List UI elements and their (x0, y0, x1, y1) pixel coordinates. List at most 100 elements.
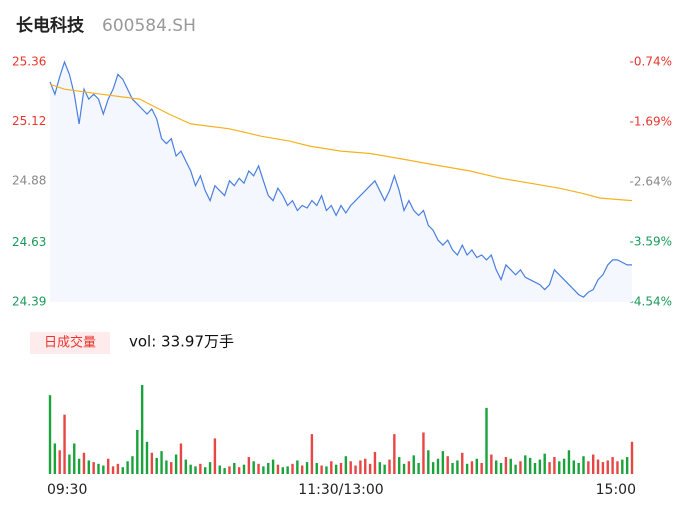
volume-bar (572, 460, 575, 474)
volume-bar (344, 456, 348, 474)
volume-bar (427, 450, 430, 474)
volume-bar (111, 466, 115, 474)
volume-bar (315, 462, 318, 474)
volume-bar (592, 454, 595, 474)
volume-bar (465, 463, 469, 474)
volume-bar (58, 450, 61, 474)
volume-bar (577, 462, 580, 474)
volume-bar (271, 459, 275, 474)
volume-bar (325, 466, 328, 474)
volume-bar (630, 441, 634, 474)
volume-bar (73, 443, 76, 474)
y2-tick-label: -3.59% (630, 235, 672, 249)
volume-bar (538, 459, 542, 474)
volume-bar (252, 461, 255, 474)
volume-bar (92, 462, 95, 474)
volume-bar (107, 458, 110, 474)
volume-bar (582, 456, 585, 474)
volume-bar (218, 465, 221, 474)
chart-title: 长电科技 (16, 15, 85, 36)
volume-bar (446, 456, 449, 474)
volume-bar (305, 462, 309, 474)
volume-bar (97, 463, 100, 474)
volume-bar (189, 464, 192, 474)
volume-bar (102, 465, 105, 474)
volume-bar (456, 460, 459, 474)
volume-bar (208, 462, 212, 474)
y2-tick-label: -1.69% (630, 115, 672, 129)
volume-bar (126, 461, 129, 474)
volume-label: 日成交量 (44, 335, 96, 351)
volume-bar (262, 466, 265, 474)
volume-bar (184, 459, 187, 474)
volume-bar (480, 462, 483, 474)
volume-bar (68, 454, 71, 474)
y-tick-label: 25.36 (12, 55, 46, 69)
volume-bar (524, 455, 527, 474)
volume-bar (499, 462, 503, 474)
volume-bar (296, 460, 299, 474)
volume-bar (165, 460, 168, 474)
volume-bar (533, 462, 537, 474)
volume-bar (475, 458, 478, 474)
volume-bar (422, 432, 425, 474)
volume-bar (267, 462, 270, 474)
y-tick-label: 24.39 (12, 295, 46, 309)
volume-bar (174, 454, 178, 474)
price-area (50, 62, 632, 302)
volume-bar (330, 461, 333, 474)
volume-bar (625, 457, 629, 474)
volume-bar (354, 465, 357, 474)
volume-bar (441, 451, 445, 474)
y-tick-label: 24.63 (12, 235, 46, 249)
volume-bar (558, 461, 561, 474)
volume-bar (616, 461, 619, 474)
volume-bar (543, 453, 546, 474)
volume-bar (247, 457, 251, 474)
volume-bar (194, 466, 197, 474)
volume-bar (606, 460, 609, 474)
volume-bar (567, 450, 571, 474)
volume-bar (199, 463, 202, 474)
volume-bar (82, 452, 86, 474)
volume-bar (179, 443, 183, 474)
volume-bar (436, 458, 440, 474)
volume-bar (490, 454, 493, 474)
volume-bar (553, 457, 556, 474)
x-tick-label: 09:30 (47, 482, 87, 498)
volume-bar (485, 407, 488, 474)
volume-bar (136, 429, 139, 474)
volume-bar (170, 462, 173, 474)
volume-bar (160, 451, 163, 474)
volume-bar (398, 457, 401, 474)
volume-bar (257, 463, 260, 474)
volume-bar (320, 465, 323, 474)
volume-bar (310, 434, 314, 474)
volume-bar (53, 443, 57, 474)
volume-bar (213, 438, 217, 474)
volume-bar (233, 462, 236, 474)
y-tick-label: 25.12 (12, 114, 46, 128)
volume-bar (131, 456, 134, 474)
volume-bar (121, 467, 124, 474)
y2-tick-label: -2.64% (630, 175, 672, 189)
volume-summary: vol: 33.97万手 (129, 333, 234, 351)
volume-bar (223, 468, 226, 474)
volume-bar (334, 464, 338, 474)
volume-bar (509, 458, 512, 474)
volume-bar (495, 460, 498, 474)
volume-bar (451, 462, 454, 474)
y-tick-label: 24.88 (12, 173, 46, 187)
volume-bar (601, 462, 605, 474)
y2-tick-label: -4.54% (630, 295, 672, 309)
volume-bar (291, 463, 294, 474)
x-tick-label: 11:30/13:00 (298, 482, 383, 498)
average-line (49, 83, 633, 202)
volume-bar (87, 460, 90, 474)
y2-tick-label: -0.74% (630, 55, 672, 69)
volume-bar (611, 457, 614, 474)
volume-bar (504, 457, 508, 474)
volume-bar (621, 459, 624, 474)
volume-bar (77, 458, 81, 474)
volume-bar (393, 434, 396, 474)
